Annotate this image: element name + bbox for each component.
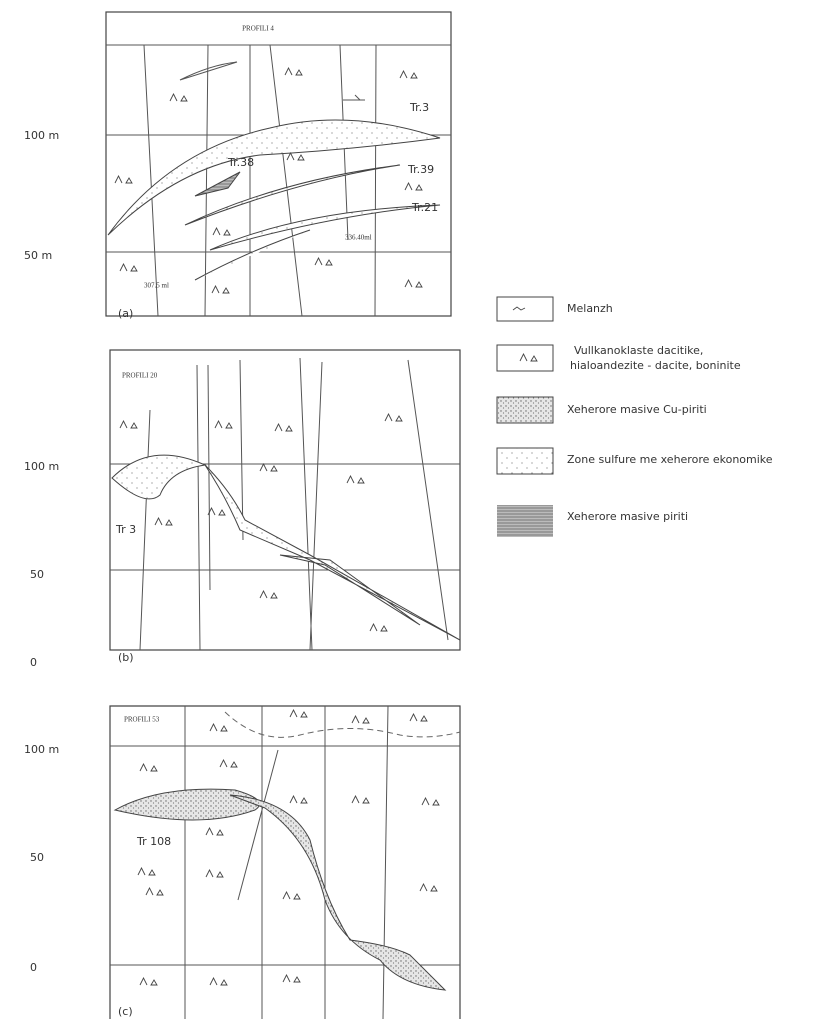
legend-label: Xeherore masive Cu-piriti [567, 403, 707, 416]
volcanic-symbol [220, 760, 237, 767]
label: Tr.38 [227, 156, 254, 169]
frame [106, 12, 451, 316]
volcanic-symbol [370, 624, 387, 631]
depth-label: 100 m [24, 743, 59, 756]
panel-title: PROFILI 4 [242, 25, 274, 33]
volcanic-symbol [115, 176, 132, 183]
legend-swatch [497, 505, 553, 537]
volcanic-symbol [290, 710, 307, 717]
legend-label: Melanzh [567, 302, 613, 315]
volcanic-symbol [315, 258, 332, 265]
ore-body [115, 789, 260, 820]
volcanic-symbol [352, 716, 369, 723]
volcanic-symbol [405, 280, 422, 287]
volcanic-symbol [352, 796, 369, 803]
volcanic-symbol [260, 464, 277, 471]
panel-a: PROFILI 4 100 m 50 m Tr.3 Tr.38 Tr.39 Tr… [24, 12, 451, 320]
volcanic-symbol [210, 724, 227, 731]
volcanic-symbol [283, 975, 300, 982]
label: Tr 3 [115, 523, 136, 536]
volcanic-symbol [385, 414, 402, 421]
label: 336.40ml [345, 234, 372, 242]
volcanic-symbol [287, 153, 304, 160]
volcanic-symbol [260, 591, 277, 598]
volcanic-symbol [213, 228, 230, 235]
panel-tag: (c) [118, 1005, 133, 1018]
volcanic-symbol [210, 978, 227, 985]
volcanic-symbol [208, 508, 225, 515]
volcanic-symbol [275, 424, 292, 431]
legend: Melanzh Vullkanoklaste dacitike, hialoan… [497, 297, 773, 537]
legend-label: Xeherore masive piriti [567, 510, 688, 523]
legend-label: Zone sulfure me xeherore ekonomike [567, 453, 773, 466]
label: 307.5 ml [144, 282, 169, 290]
depth-label: 50 [30, 851, 44, 864]
depth-label: 0 [30, 961, 37, 974]
volcanic-symbol [138, 868, 155, 875]
volcanic-symbol [146, 888, 163, 895]
ore-body [205, 465, 460, 640]
volcanic-symbols [115, 68, 537, 985]
volcanic-symbol [206, 828, 223, 835]
depth-label: 100 m [24, 129, 59, 142]
boreholes [140, 358, 448, 650]
volcanic-symbol [140, 764, 157, 771]
volcanic-symbol [120, 264, 137, 271]
depth-label: 50 m [24, 249, 52, 262]
volcanic-symbol [290, 796, 307, 803]
depth-label: 100 m [24, 460, 59, 473]
volcanic-symbol [347, 476, 364, 483]
legend-swatch [497, 448, 553, 474]
melanzh-contact [225, 712, 460, 737]
volcanic-symbol [422, 798, 439, 805]
volcanic-symbol [283, 892, 300, 899]
volcanic-symbol [140, 978, 157, 985]
ore-body [195, 172, 240, 196]
legend-swatch [497, 297, 553, 321]
volcanic-symbol [420, 884, 437, 891]
volcanic-symbol [400, 71, 417, 78]
volcanic-symbol [215, 421, 232, 428]
label: Tr 108 [136, 835, 171, 848]
ore-body [112, 455, 205, 499]
volcanic-symbol [285, 68, 302, 75]
panel-tag: (b) [118, 651, 134, 664]
depth-label: 50 [30, 568, 44, 581]
volcanic-symbol [405, 183, 422, 190]
volcanic-symbol [410, 714, 427, 721]
legend-swatch [497, 397, 553, 423]
volcanic-symbol [212, 286, 229, 293]
legend-label: Vullkanoklaste dacitike, [574, 344, 703, 357]
legend-label: hialoandezite - dacite, boninite [570, 359, 741, 372]
label: Tr.3 [409, 101, 429, 114]
volcanic-symbol [206, 870, 223, 877]
panel-title: PROFILI 53 [124, 716, 160, 724]
volcanic-symbol [155, 518, 172, 525]
volcanic-symbol [120, 421, 137, 428]
label: Tr.39 [407, 163, 434, 176]
label: Tr.21 [411, 201, 438, 214]
panel-title: PROFILI 20 [122, 372, 158, 380]
depth-label: 0 [30, 656, 37, 669]
panel-c: PROFILI 53 100 m 50 0 Tr 108 (c) [24, 706, 460, 1019]
figure: PROFILI 4 100 m 50 m Tr.3 Tr.38 Tr.39 Tr… [0, 0, 826, 1019]
boreholes [185, 706, 388, 1019]
ore-body [108, 120, 440, 235]
panel-b: PROFILI 20 100 m 50 0 Tr 3 (b) [24, 350, 460, 669]
frame [110, 350, 460, 650]
panel-tag: (a) [118, 307, 133, 320]
volcanic-symbol [170, 94, 187, 101]
